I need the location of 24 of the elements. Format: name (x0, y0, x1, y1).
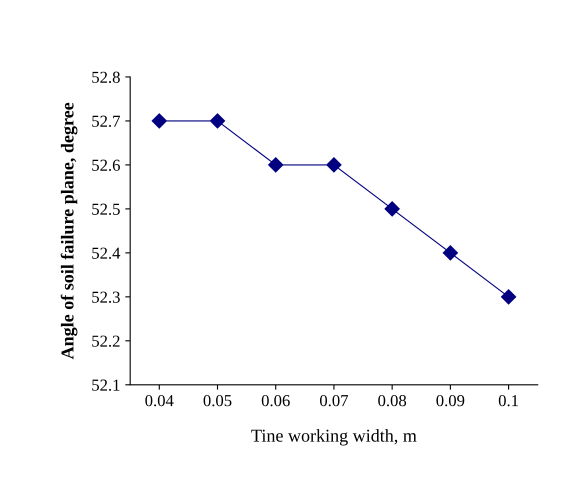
x-tick-label: 0.07 (320, 395, 348, 406)
x-tick-label: 0.09 (436, 395, 464, 406)
y-tick-label: 52.4 (92, 248, 120, 259)
point (501, 289, 516, 304)
y-tick-label: 52.8 (92, 72, 120, 83)
x-tick-label: 0.08 (378, 395, 406, 406)
y-axis-title: Angle of soil failure plane, degree (60, 102, 78, 360)
y-tick-label: 52.6 (92, 160, 120, 171)
x-tick-label: 0.1 (498, 395, 518, 406)
point (442, 245, 458, 260)
point (152, 113, 167, 129)
y-tick-label: 52.7 (92, 116, 120, 127)
point (384, 201, 400, 216)
y-tick-label: 52.3 (92, 292, 120, 303)
point (326, 157, 342, 172)
x-axis-title: Tine working width, m (251, 429, 417, 446)
y-tick-label: 52.5 (92, 204, 120, 215)
x-tick-label: 0.04 (145, 395, 174, 406)
point (268, 157, 284, 172)
y-tick-label: 52.1 (92, 380, 120, 391)
x-tick-label: 0.05 (204, 395, 232, 406)
x-tick-label: 0.06 (262, 395, 290, 406)
y-tick-label: 52.2 (92, 336, 120, 347)
point (210, 113, 226, 129)
